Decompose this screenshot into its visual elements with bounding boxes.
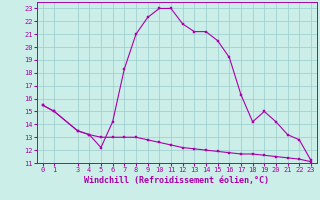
X-axis label: Windchill (Refroidissement éolien,°C): Windchill (Refroidissement éolien,°C) bbox=[84, 176, 269, 185]
